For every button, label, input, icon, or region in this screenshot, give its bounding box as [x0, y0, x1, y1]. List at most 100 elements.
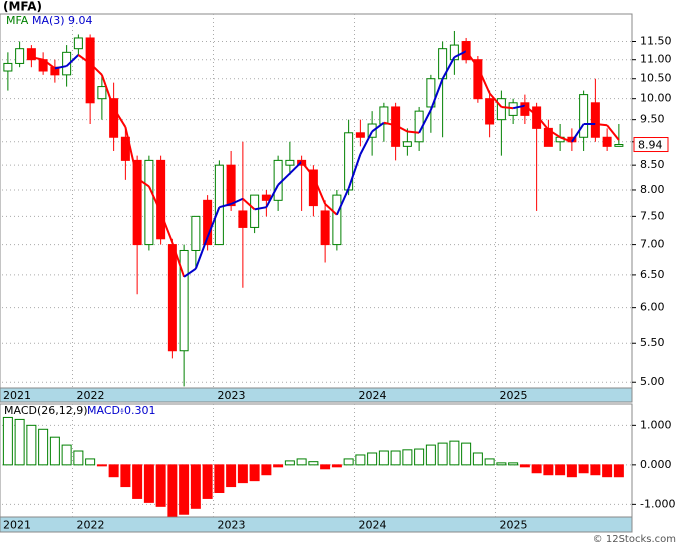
macd-bar: [49, 436, 60, 466]
candle-body: [614, 144, 624, 147]
macd-bar: [143, 464, 154, 503]
macd-bar: [273, 464, 284, 468]
y-tick-label: 10.00: [640, 92, 672, 105]
candle-body: [167, 244, 177, 352]
macd-bar: [367, 452, 378, 466]
macd-bar: [378, 450, 389, 466]
ma-segment: [194, 236, 209, 270]
ma-segment: [206, 206, 221, 238]
macd-bar: [73, 450, 84, 466]
y-tick-label: 5.50: [640, 336, 665, 349]
ma-segment: [407, 130, 420, 134]
ma-segment: [535, 114, 550, 131]
candle-body: [461, 41, 471, 61]
ma-segment: [571, 123, 585, 143]
macd-bar: [555, 464, 566, 476]
candle-body: [156, 159, 166, 240]
ma-segment: [335, 188, 350, 216]
ma-segment: [547, 128, 561, 139]
candle-body: [238, 210, 248, 228]
y-tick-label: 8.00: [640, 183, 665, 196]
candle-body: [203, 199, 213, 246]
plot-area: [0, 403, 633, 518]
macd-bar: [120, 464, 131, 488]
ma-segment: [501, 105, 514, 110]
macd-bar: [214, 464, 225, 494]
ma-segment: [371, 121, 385, 133]
macd-bar: [566, 464, 577, 478]
macd-name: MACD:: [87, 404, 124, 417]
candle-body: [449, 44, 459, 61]
candle-body: [602, 136, 612, 147]
ma-segment: [230, 197, 244, 205]
candle-body: [355, 132, 365, 138]
macd-bar: [425, 444, 436, 466]
ma-segment: [265, 184, 280, 208]
macd-bar: [85, 458, 96, 466]
ma-segment: [524, 104, 538, 117]
y-tick-label: 7.50: [640, 209, 665, 222]
macd-bar: [543, 464, 554, 476]
macd-bar: [519, 464, 530, 468]
ma-segment: [89, 62, 103, 76]
macd-bar: [508, 462, 519, 466]
x-tick-label: 2025: [500, 519, 528, 532]
ma-segment: [383, 121, 396, 127]
macd-bar: [2, 416, 13, 466]
ma-segment: [312, 175, 327, 205]
x-tick-label: 2022: [77, 519, 105, 532]
x-tick-label: 2021: [3, 389, 31, 402]
macd-bar: [343, 458, 354, 466]
y-tick-label: 10.50: [640, 72, 672, 85]
y-tick-label: 11.50: [640, 35, 672, 48]
candle-body: [15, 48, 25, 64]
candle-body: [73, 37, 83, 50]
macd-bar: [590, 464, 601, 476]
ma-segment: [65, 54, 80, 67]
candle-body: [109, 98, 119, 138]
candle-body: [473, 59, 483, 100]
macd-bar: [190, 464, 201, 509]
candle-body: [590, 102, 600, 138]
candle-body: [532, 106, 542, 129]
x-axis-band: [0, 387, 633, 403]
ma-segment: [147, 185, 162, 213]
ma-segment: [488, 92, 503, 108]
candle-body: [402, 141, 412, 147]
ma-segment: [31, 56, 44, 61]
y-tick-label: 0.000: [640, 458, 672, 471]
macd-bar: [496, 462, 507, 466]
macd-bar: [531, 464, 542, 474]
candle-body: [3, 62, 13, 72]
candle-body: [285, 159, 295, 166]
watermark: © 12Stocks.com: [593, 534, 676, 545]
ma-segment: [595, 123, 608, 127]
macd-bar: [402, 449, 413, 466]
macd-bar: [308, 461, 319, 466]
macd-bar: [613, 464, 624, 478]
y-tick-label: 8.50: [640, 158, 665, 171]
ma-segment: [512, 104, 526, 110]
candle-body: [226, 164, 236, 207]
candle-body: [273, 159, 283, 201]
y-tick-label: 9.50: [640, 113, 665, 126]
ma-segment: [395, 124, 408, 133]
candle-body: [191, 215, 201, 251]
x-tick-label: 2023: [218, 389, 246, 402]
macd-bar: [602, 464, 613, 478]
macd-bar: [237, 464, 248, 484]
macd-bar: [96, 464, 107, 467]
x-tick-label: 2023: [218, 519, 246, 532]
ma-segment: [136, 177, 150, 188]
ma-segment: [219, 203, 232, 209]
x-tick-label: 2024: [359, 519, 387, 532]
ma-segment: [124, 126, 139, 179]
ma-segment: [324, 203, 338, 216]
macd-bar: [296, 458, 307, 466]
y-tick-label: 6.00: [640, 301, 665, 314]
candle-body: [97, 86, 107, 100]
ma-segment: [42, 58, 56, 70]
ma-segment: [54, 65, 67, 70]
macd-bar: [320, 464, 331, 470]
ma-segment: [465, 50, 479, 68]
